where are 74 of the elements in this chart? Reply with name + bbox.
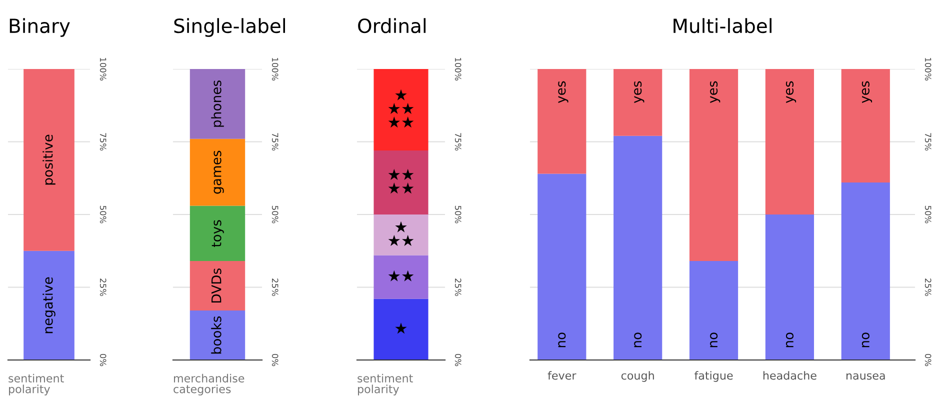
- y-tick-label: 0%: [272, 354, 278, 366]
- x-tick-label: nausea: [846, 373, 885, 380]
- series-label: yes: [558, 81, 568, 104]
- chart-title: Single-label: [174, 18, 285, 37]
- bar: [190, 138, 246, 206]
- y-tick-label: 75%: [100, 133, 106, 151]
- x-tick-label: cough: [621, 371, 654, 382]
- y-tick-label: 0%: [454, 354, 462, 366]
- text: no: [862, 332, 870, 348]
- series-label: negative: [42, 277, 56, 334]
- y-tick-label: 25%: [100, 278, 106, 296]
- series-label: ★: [395, 322, 407, 334]
- chart-title: Ordinal: [358, 18, 426, 34]
- text: yes: [786, 81, 796, 104]
- series-label: books: [211, 316, 222, 354]
- y-tick-label: 100%: [454, 58, 462, 80]
- bar: [841, 69, 890, 182]
- bar: [689, 69, 738, 262]
- x-tick-label: headache: [763, 371, 816, 380]
- y-tick-label: 25%: [454, 278, 462, 296]
- text: no: [634, 332, 642, 348]
- x-tick-label: fever: [548, 371, 576, 380]
- series-label: phones: [211, 80, 224, 127]
- series-label: ★ ★★ ★★: [388, 89, 414, 128]
- text: yes: [634, 81, 644, 104]
- y-tick-label: 0%: [924, 354, 932, 366]
- text: yes: [710, 81, 720, 104]
- x-axis-title: merchandise categories: [174, 374, 244, 396]
- series-label: ★★ ★★: [388, 168, 414, 194]
- series-label: games: [214, 150, 224, 194]
- bar: [765, 214, 814, 360]
- bar: [689, 261, 738, 360]
- bar: [374, 298, 428, 360]
- bar: [374, 255, 428, 299]
- series-label: ★ ★★: [388, 221, 414, 246]
- y-tick-label: 50%: [100, 206, 106, 224]
- y-tick-label: 75%: [924, 133, 932, 151]
- bar: [190, 310, 246, 360]
- series-label: no: [558, 332, 566, 348]
- y-tick-label: 50%: [924, 206, 932, 224]
- y-tick-label: 25%: [924, 278, 932, 296]
- series-label: ★★: [388, 270, 414, 282]
- bar: [190, 261, 246, 311]
- bar: [190, 69, 246, 139]
- chart-title: Binary: [10, 18, 70, 37]
- y-tick-label: 100%: [924, 58, 932, 80]
- bar: [614, 136, 662, 360]
- y-tick-label: 0%: [100, 354, 106, 366]
- bar: [841, 182, 890, 360]
- series-label: DVDs: [212, 268, 222, 302]
- y-tick-label: 25%: [272, 278, 278, 296]
- y-tick-label: 100%: [272, 58, 278, 80]
- text: no: [710, 332, 718, 348]
- bar: [538, 69, 586, 174]
- bar: [538, 174, 586, 360]
- bar: [190, 206, 246, 262]
- x-axis-title: sentiment polarity: [358, 374, 413, 396]
- chart-title: Multi-label: [674, 18, 772, 34]
- x-tick-label: fatigue: [694, 371, 733, 382]
- series-label: toys: [212, 220, 224, 248]
- bar: [614, 69, 662, 136]
- series-label: positive: [42, 134, 56, 185]
- bar: [765, 69, 814, 214]
- x-axis-title: sentiment polarity: [8, 374, 64, 396]
- y-tick-label: 100%: [100, 58, 106, 80]
- text: no: [786, 332, 794, 348]
- y-tick-label: 50%: [272, 206, 278, 224]
- text: yes: [862, 81, 872, 104]
- y-tick-label: 75%: [272, 133, 278, 151]
- y-tick-label: 50%: [454, 206, 462, 224]
- y-tick-label: 75%: [454, 133, 462, 151]
- bar: [374, 150, 428, 214]
- bar: [374, 214, 428, 256]
- bar: [374, 69, 428, 150]
